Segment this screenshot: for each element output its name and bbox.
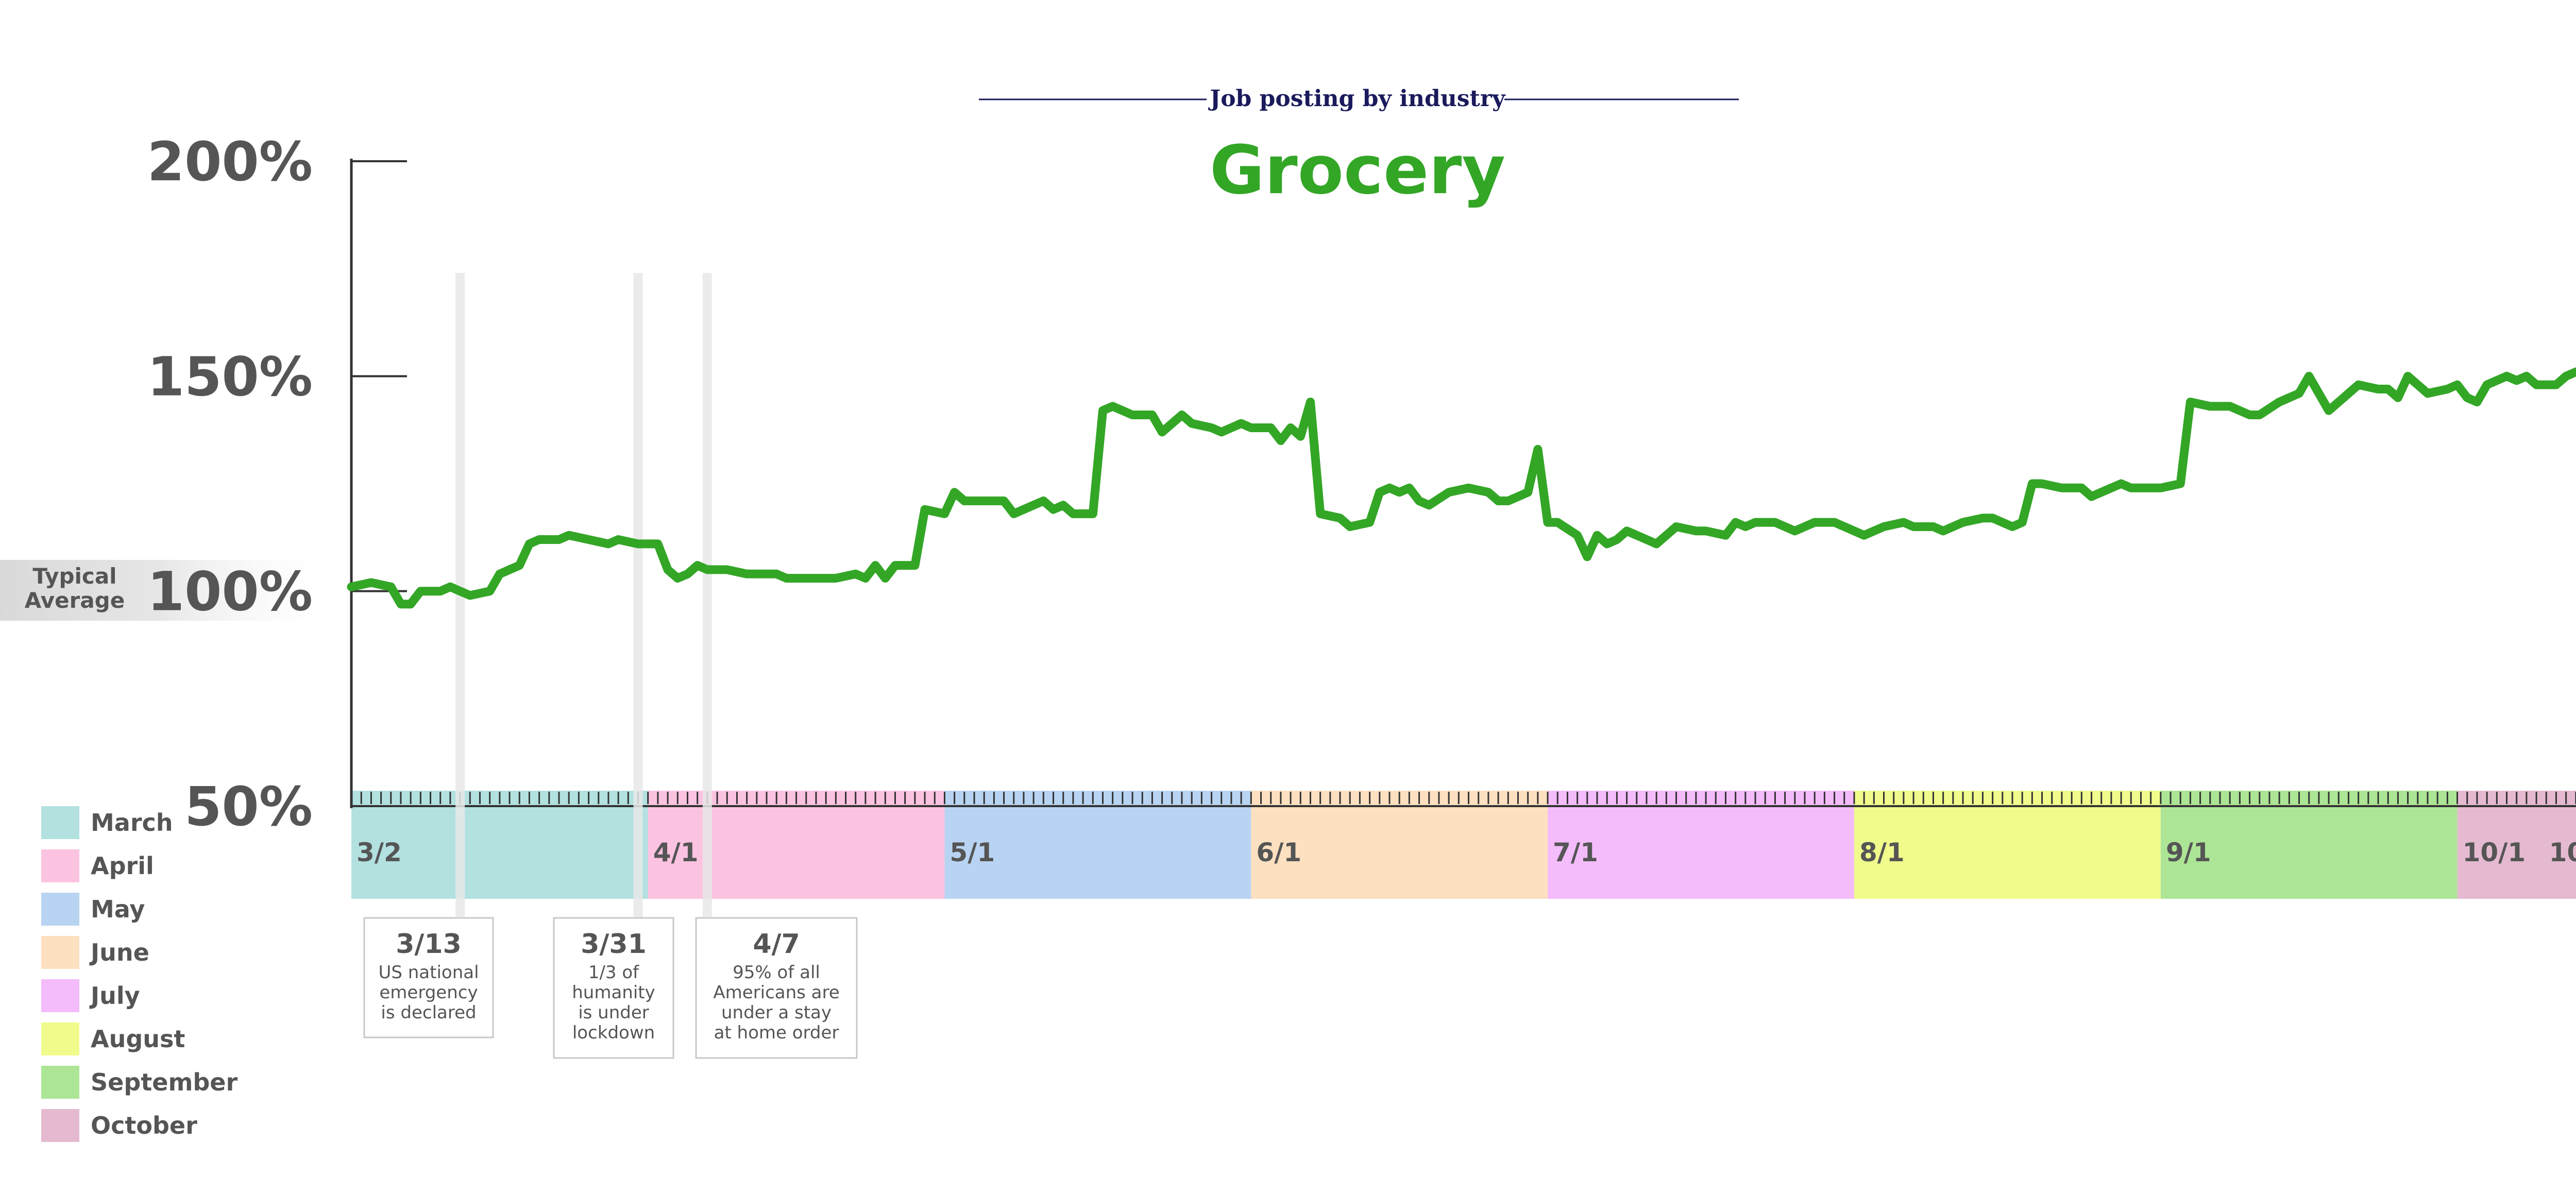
legend-swatch-september (41, 1066, 79, 1099)
typical-average-label-line1: Typical (32, 564, 116, 589)
month-band-september (2160, 791, 2458, 899)
event-description-line: emergency (379, 982, 478, 1003)
month-band-label-june: 6/1 (1256, 838, 1301, 867)
event-date-label: 4/7 (753, 929, 800, 960)
event-description-line: 1/3 of (588, 962, 639, 983)
chart-supertitle: Job posting by industry (1208, 86, 1506, 112)
legend-swatch-june (41, 936, 79, 969)
legend-label-april: April (91, 852, 154, 880)
y-axis: 200% 150% 100% 50% (147, 130, 407, 838)
legend-swatch-october (41, 1109, 79, 1142)
month-legend: March April May June July August September Octo… (41, 806, 238, 1142)
month-band-label-april: 4/1 (653, 838, 699, 867)
y-tick-label: 100% (147, 560, 313, 623)
event-description-line: is under (578, 1002, 649, 1023)
legend-label-august: August (91, 1025, 185, 1053)
month-band-april (648, 791, 945, 899)
event-marker-line-2 (702, 273, 712, 917)
legend-swatch-may (41, 893, 79, 926)
month-bands: 3/2 4/1 5/1 6/1 7/1 8/1 9/1 10/1 10/19 (351, 791, 2576, 899)
legend-swatch-april (41, 849, 79, 882)
month-band-may (944, 791, 1251, 899)
event-description-line: humanity (572, 982, 655, 1003)
legend-label-september: September (91, 1068, 238, 1096)
series-line-group (347, 367, 2576, 609)
month-band-march (351, 791, 648, 899)
event-box-1 (553, 917, 674, 1059)
series-line-grocery (347, 367, 2576, 609)
event-description-line: 95% of all (733, 962, 820, 983)
event-box-0 (363, 917, 494, 1038)
end-date-label: 10/19 (2549, 838, 2576, 867)
event-box-2 (695, 917, 858, 1059)
month-band-label-august: 8/1 (1859, 838, 1905, 867)
month-band-june (1251, 791, 1548, 899)
month-band-label-may: 5/1 (950, 838, 995, 867)
legend-label-october: October (91, 1112, 197, 1139)
month-band-october (2457, 791, 2576, 899)
legend-label-june: June (89, 939, 149, 966)
month-band-label-october: 10/1 (2463, 838, 2526, 867)
legend-swatch-march (41, 806, 79, 839)
event-marker-line-1 (633, 273, 643, 917)
month-band-label-september: 9/1 (2166, 838, 2211, 867)
legend-label-july: July (89, 982, 140, 1010)
event-description-line: Americans are (713, 982, 839, 1003)
legend-swatch-july (41, 979, 79, 1012)
legend-label-may: May (91, 895, 145, 923)
day-tick-marks (350, 792, 2576, 807)
event-date-label: 3/13 (396, 929, 462, 960)
event-description-line: is declared (381, 1002, 476, 1023)
event-date-label: 3/31 (581, 929, 647, 960)
y-tick-label: 50% (184, 775, 313, 838)
month-band-label-july: 7/1 (1553, 838, 1598, 867)
typical-average-label-line2: Average (25, 588, 125, 613)
legend-swatch-august (41, 1022, 79, 1055)
event-description-line: lockdown (572, 1022, 655, 1043)
month-band-label-march: 3/2 (357, 838, 402, 867)
event-description-line: US national (378, 962, 479, 983)
typical-average-band (0, 560, 350, 621)
y-tick-label: 200% (147, 130, 313, 193)
event-description-line: under a stay (721, 1002, 832, 1023)
legend-label-march: March (91, 809, 173, 837)
y-tick-label: 150% (147, 345, 313, 408)
month-band-july (1548, 791, 1854, 899)
month-band-august (1854, 791, 2161, 899)
event-description-line: at home order (714, 1022, 839, 1043)
chart-title: Grocery (1210, 131, 1505, 209)
